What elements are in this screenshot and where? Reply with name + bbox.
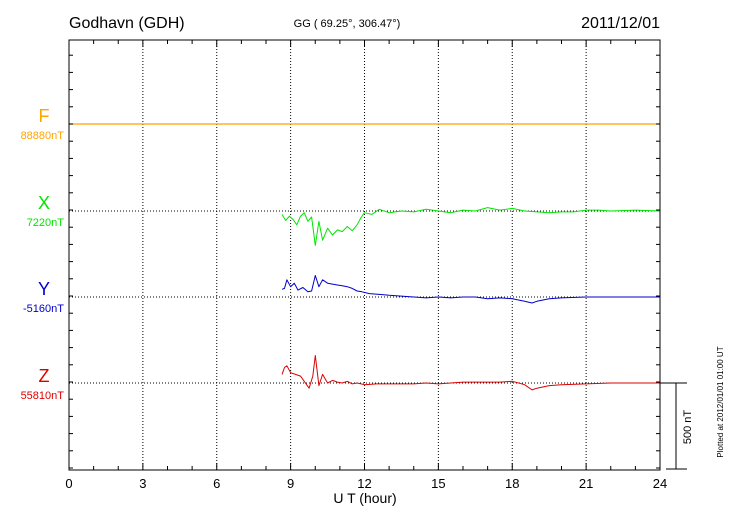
x-axis-label: U T (hour) bbox=[333, 490, 396, 506]
x-tick-label: 3 bbox=[139, 476, 146, 491]
grid-lines bbox=[142, 40, 587, 470]
series-group bbox=[69, 123, 661, 391]
plot-timestamp-note: Plotted at 2012/01/01 01:00 UT bbox=[716, 346, 725, 457]
x-tick-label: 9 bbox=[287, 476, 294, 491]
x-tick-label: 18 bbox=[505, 476, 519, 491]
series-baseline-f: 88880nT bbox=[21, 130, 65, 142]
scale-bar-label: 500 nT bbox=[682, 410, 694, 445]
series-baseline-z: 55810nT bbox=[21, 390, 65, 402]
x-tick-label: 15 bbox=[431, 476, 445, 491]
series-name-f: F bbox=[39, 106, 50, 126]
station-title: Godhavn (GDH) bbox=[69, 15, 185, 32]
chart-date: 2011/12/01 bbox=[581, 15, 660, 32]
series-labels: F 88880nT X 7220nT Y -5160nT Z 55810nT bbox=[21, 106, 65, 402]
x-tick-label: 24 bbox=[653, 476, 667, 491]
x-tick-label: 21 bbox=[579, 476, 593, 491]
series-name-z: Z bbox=[39, 366, 50, 386]
series-line-x bbox=[281, 207, 661, 246]
x-tick-label: 6 bbox=[213, 476, 220, 491]
x-tick-label: 0 bbox=[65, 476, 72, 491]
plot-frame bbox=[68, 39, 661, 471]
axes: 0 3 6 9 12 15 18 21 24 bbox=[65, 39, 687, 491]
station-coords: GG ( 69.25°, 306.47°) bbox=[294, 18, 401, 30]
series-name-x: X bbox=[38, 193, 50, 213]
series-baseline-x: 7220nT bbox=[27, 217, 65, 229]
series-name-y: Y bbox=[38, 279, 50, 299]
series-line-z bbox=[281, 355, 660, 391]
series-line-y bbox=[281, 275, 660, 304]
series-baseline-y: -5160nT bbox=[23, 303, 64, 315]
x-tick-label: 12 bbox=[357, 476, 371, 491]
